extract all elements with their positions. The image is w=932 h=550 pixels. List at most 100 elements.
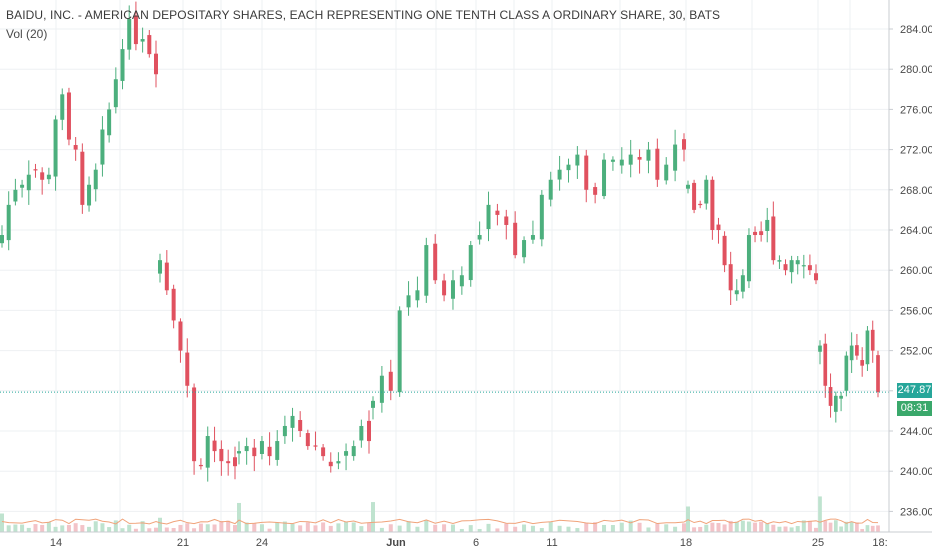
candle-body[interactable] bbox=[185, 352, 190, 386]
candle-body[interactable] bbox=[870, 329, 875, 351]
candle-body[interactable] bbox=[66, 92, 71, 140]
candle-body[interactable] bbox=[233, 457, 237, 467]
candle-body[interactable] bbox=[154, 53, 158, 75]
candle-body[interactable] bbox=[504, 216, 509, 225]
candle-body[interactable] bbox=[584, 155, 589, 190]
candle-body[interactable] bbox=[753, 231, 758, 236]
candle-body[interactable] bbox=[26, 174, 31, 191]
candle-body[interactable] bbox=[602, 159, 607, 197]
candle-body[interactable] bbox=[740, 275, 745, 292]
candle-body[interactable] bbox=[539, 194, 544, 240]
candle-body[interactable] bbox=[259, 441, 264, 454]
candle-body[interactable] bbox=[566, 164, 571, 171]
candle-body[interactable] bbox=[336, 461, 341, 464]
candle-body[interactable] bbox=[619, 159, 624, 166]
candle-body[interactable] bbox=[522, 240, 527, 258]
candle-body[interactable] bbox=[388, 371, 393, 391]
candle-body[interactable] bbox=[765, 219, 770, 231]
candle-body[interactable] bbox=[140, 39, 145, 42]
candle-body[interactable] bbox=[865, 330, 870, 365]
candle-body[interactable] bbox=[728, 264, 733, 291]
candle-body[interactable] bbox=[844, 355, 849, 391]
candle-body[interactable] bbox=[710, 179, 715, 230]
volume-indicator-label[interactable]: Vol (20) bbox=[6, 27, 48, 41]
candle-body[interactable] bbox=[628, 154, 633, 165]
candle-body[interactable] bbox=[379, 375, 384, 403]
candle-body[interactable] bbox=[205, 436, 210, 468]
candle-body[interactable] bbox=[371, 400, 375, 408]
candle-body[interactable] bbox=[127, 18, 132, 50]
candle-body[interactable] bbox=[120, 49, 125, 81]
candle-body[interactable] bbox=[212, 440, 217, 452]
candle-body[interactable] bbox=[397, 310, 402, 393]
candle-body[interactable] bbox=[704, 179, 709, 204]
candle-body[interactable] bbox=[359, 425, 364, 441]
candle-body[interactable] bbox=[686, 184, 690, 189]
candle-body[interactable] bbox=[198, 464, 203, 467]
candle-body[interactable] bbox=[839, 395, 843, 399]
candle-body[interactable] bbox=[833, 395, 838, 412]
candle-body[interactable] bbox=[87, 184, 92, 206]
candle-body[interactable] bbox=[6, 204, 11, 241]
candle-body[interactable] bbox=[814, 273, 818, 281]
candle-body[interactable] bbox=[100, 129, 105, 165]
candle-body[interactable] bbox=[722, 235, 727, 266]
candle-body[interactable] bbox=[406, 295, 411, 308]
candle-body[interactable] bbox=[807, 265, 812, 271]
candle-body[interactable] bbox=[459, 275, 464, 287]
candle-body[interactable] bbox=[637, 157, 642, 160]
candle-body[interactable] bbox=[133, 15, 138, 45]
candle-body[interactable] bbox=[164, 262, 169, 291]
candle-body[interactable] bbox=[40, 172, 45, 180]
candle-body[interactable] bbox=[818, 345, 822, 352]
candle-body[interactable] bbox=[0, 235, 4, 244]
candle-body[interactable] bbox=[734, 290, 739, 295]
candle-body[interactable] bbox=[513, 222, 518, 256]
candle-body[interactable] bbox=[828, 387, 833, 406]
candle-body[interactable] bbox=[313, 445, 318, 447]
candle-body[interactable] bbox=[282, 425, 287, 437]
candle-body[interactable] bbox=[777, 260, 782, 262]
candle-body[interactable] bbox=[46, 174, 51, 180]
candle-body[interactable] bbox=[60, 94, 65, 120]
candle-body[interactable] bbox=[746, 235, 751, 282]
candle-body[interactable] bbox=[795, 260, 800, 265]
candle-body[interactable] bbox=[321, 447, 326, 457]
candle-body[interactable] bbox=[226, 461, 231, 464]
candle-body[interactable] bbox=[655, 148, 660, 180]
candle-body[interactable] bbox=[171, 288, 176, 321]
candle-body[interactable] bbox=[771, 216, 776, 261]
candle-body[interactable] bbox=[593, 187, 598, 195]
candle-body[interactable] bbox=[855, 345, 859, 356]
candle-body[interactable] bbox=[267, 446, 272, 457]
candlesticks[interactable] bbox=[0, 1, 880, 482]
candle-body[interactable] bbox=[53, 119, 58, 177]
candle-body[interactable] bbox=[33, 169, 38, 171]
candle-body[interactable] bbox=[801, 265, 806, 267]
candle-body[interactable] bbox=[328, 461, 333, 467]
candle-body[interactable] bbox=[477, 235, 482, 240]
candle-body[interactable] bbox=[219, 448, 224, 462]
candle-body[interactable] bbox=[682, 139, 686, 150]
candle-body[interactable] bbox=[252, 447, 257, 457]
candle-body[interactable] bbox=[486, 204, 491, 230]
candle-body[interactable] bbox=[876, 355, 880, 393]
candle-body[interactable] bbox=[178, 321, 183, 351]
candle-body[interactable] bbox=[450, 280, 455, 299]
candle-body[interactable] bbox=[759, 231, 764, 236]
candle-body[interactable] bbox=[147, 35, 152, 55]
candle-body[interactable] bbox=[415, 290, 420, 301]
candle-body[interactable] bbox=[80, 151, 85, 205]
candle-body[interactable] bbox=[646, 149, 651, 161]
candle-body[interactable] bbox=[610, 159, 615, 162]
candle-body[interactable] bbox=[275, 441, 280, 460]
candle-body[interactable] bbox=[351, 446, 356, 457]
candle-body[interactable] bbox=[237, 451, 241, 454]
candle-body[interactable] bbox=[823, 343, 828, 386]
candle-body[interactable] bbox=[20, 184, 25, 188]
candle-body[interactable] bbox=[442, 280, 447, 296]
candle-body[interactable] bbox=[424, 245, 429, 296]
candle-body[interactable] bbox=[158, 260, 162, 274]
candle-body[interactable] bbox=[860, 360, 865, 366]
